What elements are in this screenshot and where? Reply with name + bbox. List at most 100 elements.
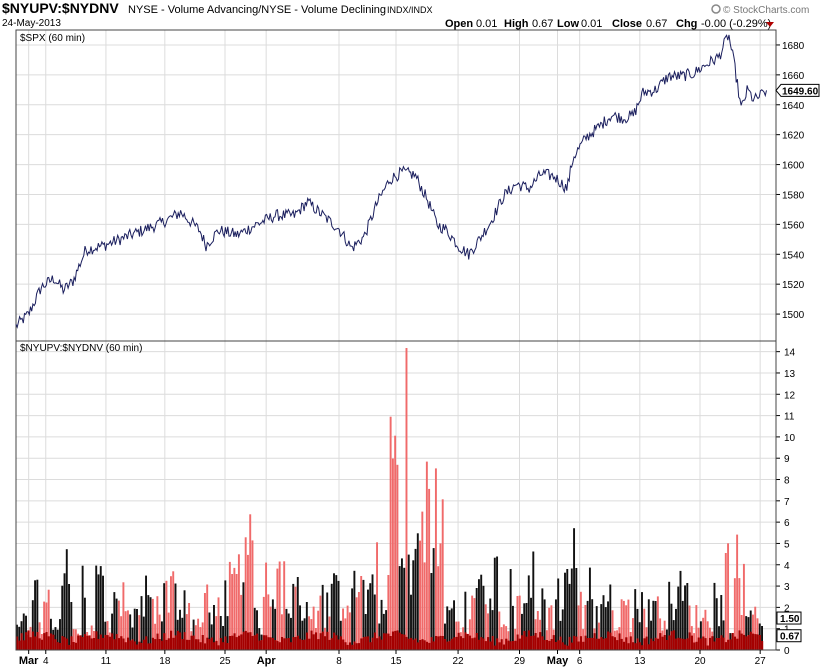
ratio-bar-down [502,624,505,650]
spx-ytick-label: 1540 [782,250,805,261]
ratio-bar-down [643,608,646,650]
ratio-base-bar [111,633,114,650]
ratio-base-bar [185,639,188,650]
ratio-base-bar [74,642,78,650]
high-value: 0.67 [532,18,553,30]
ratio-base-bar [706,645,709,650]
x-tick-label: 15 [390,656,402,667]
ratio-base-bar [697,637,700,650]
ratio-base-bar [733,636,737,650]
ratio-base-bar [299,638,302,650]
ratio-bar-up [305,602,308,650]
ratio-bar-down [267,594,270,650]
ratio-base-bar [713,641,716,650]
ratio-bar-up [477,579,480,650]
ratio-base-bar [607,631,610,650]
ratio-bar-up [369,583,372,650]
ratio-bar-down [348,612,351,650]
ratio-base-bar [231,635,234,650]
ratio-bar-up [412,560,415,650]
ratio-base-bar [208,639,211,650]
ratio-bar-down [727,543,730,650]
ratio-base-bar [206,637,209,650]
ratio-bar-down [656,596,659,650]
ratio-bar-up [149,597,152,650]
ratio-base-bar [233,633,236,650]
ratio-bar-down [500,627,503,650]
spx-panel-label: $SPX (60 min) [20,33,85,44]
ratio-base-bar [353,641,356,650]
ratio-bar-down [355,597,358,650]
ratio-bar-down [215,616,218,650]
ratio-base-bar [346,644,349,650]
ratio-base-bar [752,633,755,650]
ratio-bar-up [595,606,598,650]
ratio-base-bar [665,640,669,650]
ratio-bar-up [588,567,591,650]
brand-logo[interactable]: © StockCharts.com [711,4,809,16]
ratio-base-bar [61,636,64,650]
ratio-bar-up [410,594,412,650]
ratio-bar-up [609,584,612,650]
spx-panel: 1500 1520 1540 1560 1580 1600 1620 1640 1660 1680… [15,29,820,342]
ratio-base-bar [382,633,386,650]
ratio-base-bar [151,637,155,650]
ratio-bar-up [525,603,528,650]
ratio-base-bar [403,634,406,650]
ratio-bar-up [18,626,21,650]
ratio-base-bar [174,635,177,650]
ratio-base-bar [108,636,111,650]
ratio-base-bar [285,638,288,650]
ratio-bar-up [448,610,451,650]
ratio-base-bar [471,638,474,650]
ratio-bar-up [65,549,68,650]
ratio-base-bar [260,640,263,650]
ratio-base-bar [45,632,48,650]
ratio-bar-up [219,616,222,650]
ratio-base-bar [672,630,675,650]
ratio-bar-down [754,606,757,650]
ratio-bar-down [72,629,75,650]
ratio-bar-up [564,572,566,650]
ratio-bar-down [704,609,707,650]
ratio-base-bar [622,641,626,650]
ratio-base-bar [40,639,44,650]
ratio-bar-down [265,562,268,650]
ratio-base-bar [373,632,376,650]
ratio-base-bar [584,635,587,650]
ratio-bar-up [403,567,406,650]
dropdown-arrow-icon[interactable] [766,22,774,27]
ratio-base-bar [314,632,318,650]
ratio-base-bar [414,638,417,650]
ratio-bar-up [160,621,163,650]
ratio-base-bar [31,631,34,650]
ratio-base-bar [194,639,198,650]
ratio-bar-down [185,614,188,650]
ratio-base-bar [86,635,89,650]
ratio-base-bar [378,636,381,650]
spx-ytick-label: 1640 [782,101,805,112]
ratio-bar-down [738,578,741,650]
ratio-base-bar [453,637,456,650]
chg-label: Chg [676,18,697,30]
ratio-base-bar [745,636,748,650]
x-tick-label: 22 [453,656,465,667]
ratio-base-bar [312,634,315,650]
ratio-bar-down [43,601,46,650]
ratio-base-bar [290,642,293,650]
ratio-base-bar [280,637,284,650]
ratio-bar-down [455,621,458,650]
ratio-base-bar [521,635,524,650]
ratio-base-bar [618,633,621,650]
chart-symbol: $NYUPV:$NYDNV [2,0,119,16]
ratio-base-bar [364,636,367,650]
ratio-base-bar [126,637,130,650]
ratio-bar-down [172,571,175,650]
ratio-base-bar [557,640,560,650]
ratio-bar-up [371,574,374,650]
ratio-bar-down [752,614,754,650]
ratio-base-bar [197,639,200,650]
ratio-base-bar [396,630,399,650]
ratio-bar-down [138,615,141,650]
brand-icon [711,4,721,14]
